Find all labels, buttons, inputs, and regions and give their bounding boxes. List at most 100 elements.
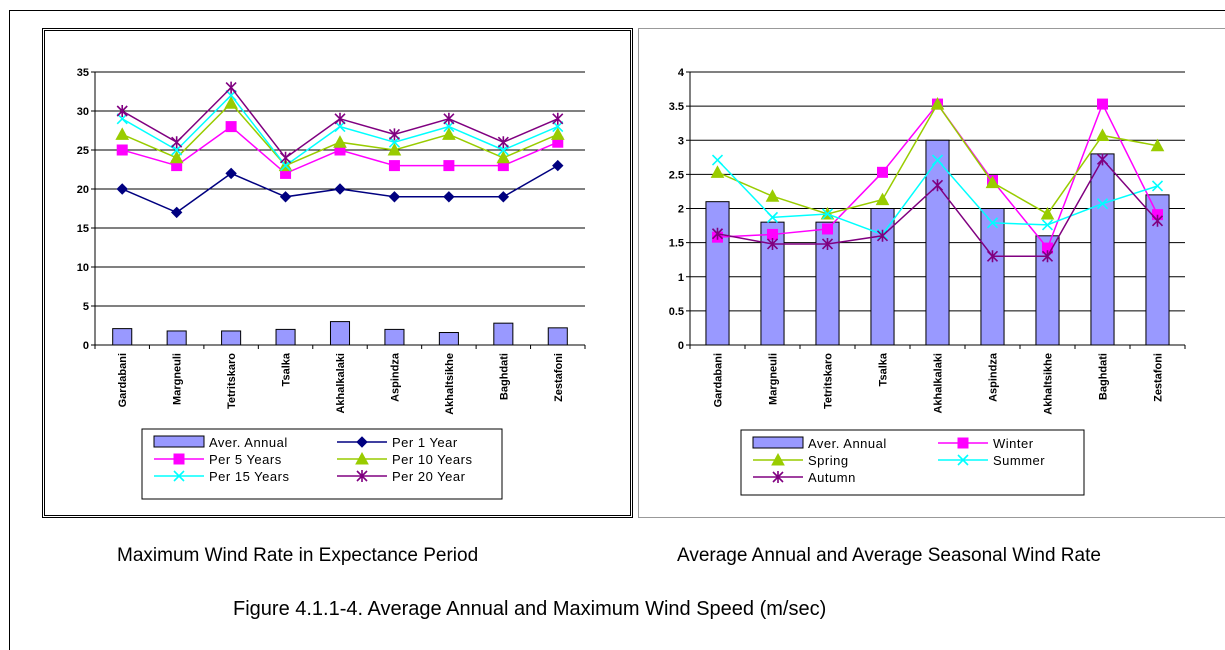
figure-border xyxy=(9,10,1225,650)
max-point-per-15-years-baghdati xyxy=(497,144,509,156)
max-point-per-10-years-gardabani xyxy=(115,127,130,140)
seasonal-point-spring-baghdati xyxy=(1095,128,1110,141)
seasonal-point-spring-gardabani xyxy=(710,165,725,178)
max-point-per-1-year-akhalkalaki xyxy=(334,183,346,195)
max-point-per-15-years-akhaltsikhe xyxy=(443,121,455,133)
max-point-per-20-year-aspindza xyxy=(388,128,401,141)
seasonal-legend-marker-spring xyxy=(771,452,785,466)
seasonal-point-spring-aspindza xyxy=(985,175,1000,189)
seasonal-category-label-akhalkalaki: Akhalkalaki xyxy=(933,353,945,414)
max-y-tick-label: 5 xyxy=(83,301,89,313)
max-category-label-baghdati: Baghdati xyxy=(498,353,510,400)
max-point-per-15-years-akhalkalaki xyxy=(334,121,346,133)
seasonal-legend-marker-autumn xyxy=(772,471,784,483)
max-legend-label-per-15-years: Per 15 Years xyxy=(209,469,289,484)
max-point-per-10-years-baghdati xyxy=(496,150,511,164)
seasonal-category-label-gardabani: Gardabani xyxy=(713,353,725,407)
seasonal-category-label-zestafoni: Zestafoni xyxy=(1153,353,1165,402)
max-legend-swatch-aver-annual xyxy=(153,435,205,448)
seasonal-y-tick-label: 0.5 xyxy=(669,306,684,318)
max-bar-tetritskaro xyxy=(221,330,242,346)
max-y-tick-label: 10 xyxy=(77,262,89,274)
seasonal-legend-label-aver-annual: Aver. Annual xyxy=(808,436,887,451)
max-legend-marker-per-10-years xyxy=(355,451,369,465)
max-point-per-20-year-gardabani xyxy=(116,105,128,117)
seasonal-y-tick-label: 2 xyxy=(678,204,684,216)
max-legend-label-per-20-year: Per 20 Year xyxy=(392,469,466,484)
max-bar-baghdati xyxy=(493,322,514,346)
seasonal-point-autumn-zestafoni xyxy=(1151,214,1164,227)
seasonal-point-spring-zestafoni xyxy=(1150,138,1165,152)
max-legend-label-per-10-years: Per 10 Years xyxy=(392,452,472,467)
seasonal-legend-label-winter: Winter xyxy=(993,436,1034,451)
max-y-tick-label: 0 xyxy=(83,340,89,352)
max-point-per-20-year-tsalka xyxy=(279,151,292,164)
max-point-per-20-year-baghdati xyxy=(497,136,509,149)
seasonal-y-tick-label: 4 xyxy=(678,67,685,79)
max-legend-label-aver-annual: Aver. Annual xyxy=(209,435,288,450)
seasonal-point-autumn-tsalka xyxy=(876,229,889,242)
max-point-per-5-years-aspindza xyxy=(388,160,400,172)
chart-max-wind: 0 5 10 15 20 25 30 35 Gardabani Margneuli Tetritsk… xyxy=(77,67,586,500)
seasonal-point-summer-baghdati xyxy=(1096,198,1109,210)
max-point-per-1-year-aspindza xyxy=(388,191,401,203)
seasonal-legend-label-spring: Spring xyxy=(808,453,849,468)
seasonal-bar-aspindza xyxy=(980,208,1005,346)
seasonal-point-summer-zestafoni xyxy=(1151,180,1164,192)
max-category-label-tetritskaro: Tetritskaro xyxy=(226,353,238,409)
max-category-label-tsalka: Tsalka xyxy=(281,352,293,386)
max-category-label-akhaltsikhe: Akhaltsikhe xyxy=(444,353,456,415)
seasonal-point-winter-margneuli xyxy=(767,228,778,240)
max-legend-marker-per-1-year xyxy=(356,436,368,448)
seasonal-point-autumn-baghdati xyxy=(1096,153,1109,166)
max-legend-label-per-5-years: Per 5 Years xyxy=(209,452,282,467)
seasonal-bar-akhaltsikhe xyxy=(1035,235,1060,346)
max-point-per-15-years-aspindza xyxy=(388,136,401,148)
seasonal-bar-margneuli xyxy=(760,221,785,346)
max-y-tick-label: 35 xyxy=(77,67,89,79)
seasonal-point-summer-akhaltsikhe xyxy=(1041,219,1054,231)
seasonal-point-autumn-akhaltsikhe xyxy=(1041,250,1054,263)
seasonal-y-tick-label: 0 xyxy=(678,340,684,352)
max-category-label-aspindza: Aspindza xyxy=(389,352,401,402)
seasonal-point-spring-akhaltsikhe xyxy=(1040,206,1055,220)
seasonal-legend-label-summer: Summer xyxy=(993,453,1045,468)
max-point-per-10-years-tetritskaro xyxy=(224,96,238,109)
seasonal-point-winter-tetritskaro xyxy=(822,223,833,235)
max-point-per-20-year-tetritskaro xyxy=(225,81,237,94)
max-point-per-10-years-margneuli xyxy=(169,150,184,164)
seasonal-y-tick-label: 3 xyxy=(678,135,684,147)
figure-caption: Figure 4.1.1-4. Average Annual and Maxim… xyxy=(233,598,827,620)
seasonal-point-winter-baghdati xyxy=(1097,98,1108,110)
seasonal-point-autumn-aspindza xyxy=(986,250,999,263)
max-point-per-1-year-tetritskaro xyxy=(225,167,237,180)
max-category-label-gardabani: Gardabani xyxy=(117,353,129,407)
seasonal-bar-tsalka xyxy=(870,208,895,346)
max-y-tick-label: 30 xyxy=(77,106,89,118)
max-y-tick-label: 25 xyxy=(77,145,89,157)
seasonal-legend-label-autumn: Autumn xyxy=(808,470,856,485)
seasonal-point-summer-margneuli xyxy=(766,211,779,223)
seasonal-bar-zestafoni xyxy=(1145,194,1170,346)
max-legend-marker-per-15-years xyxy=(173,470,185,482)
seasonal-bar-baghdati xyxy=(1090,153,1115,346)
max-point-per-20-year-akhalkalaki xyxy=(334,112,346,125)
max-point-per-5-years-akhaltsikhe xyxy=(443,160,455,172)
max-point-per-15-years-tsalka xyxy=(279,160,292,172)
seasonal-bar-tetritskaro xyxy=(815,221,840,346)
chart-seasonal-wind-frame: 0 0.5 1 1.5 2 2.5 3 3.5 4 Gardabani Margneuli Tetri… xyxy=(638,28,1225,518)
seasonal-category-label-baghdati: Baghdati xyxy=(1098,353,1110,400)
seasonal-bar-gardabani xyxy=(705,201,730,346)
chart-max-wind-frame: 0 5 10 15 20 25 30 35 Gardabani Margneuli Tetritsk… xyxy=(42,28,633,518)
max-point-per-1-year-zestafoni xyxy=(552,159,564,172)
max-bar-margneuli xyxy=(166,330,187,346)
seasonal-y-tick-label: 1 xyxy=(678,272,684,284)
seasonal-point-autumn-margneuli xyxy=(766,237,779,250)
max-point-per-20-year-akhaltsikhe xyxy=(443,112,455,125)
max-legend-marker-per-20-year xyxy=(356,470,368,482)
max-y-tick-label: 20 xyxy=(77,184,89,196)
max-point-per-15-years-zestafoni xyxy=(552,121,564,133)
seasonal-legend-marker-summer xyxy=(957,454,969,466)
max-point-per-10-years-zestafoni xyxy=(550,127,565,140)
max-point-per-20-year-margneuli xyxy=(171,136,183,149)
